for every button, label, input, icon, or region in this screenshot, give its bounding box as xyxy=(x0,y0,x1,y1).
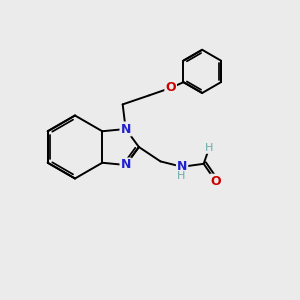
Text: H: H xyxy=(177,171,185,181)
Text: N: N xyxy=(177,160,187,173)
Text: N: N xyxy=(121,122,131,136)
Text: H: H xyxy=(205,143,213,153)
Text: O: O xyxy=(165,81,176,94)
Text: N: N xyxy=(121,158,131,172)
Text: O: O xyxy=(210,175,221,188)
